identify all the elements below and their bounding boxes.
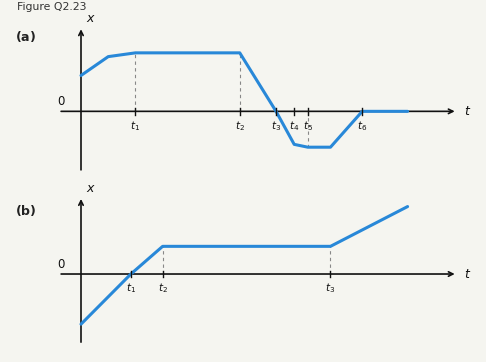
Text: $t_3$: $t_3$	[326, 282, 335, 295]
Text: $t$: $t$	[464, 105, 471, 118]
Text: $x$: $x$	[87, 182, 96, 195]
Text: $t_6$: $t_6$	[357, 119, 367, 133]
Text: $t_4$: $t_4$	[289, 119, 299, 133]
Text: $t_5$: $t_5$	[303, 119, 313, 133]
Text: $\mathbf{(a)}$: $\mathbf{(a)}$	[15, 29, 35, 44]
Text: $t_2$: $t_2$	[235, 119, 245, 133]
Text: $x$: $x$	[87, 13, 96, 25]
Text: $t$: $t$	[464, 268, 471, 281]
Text: $t_1$: $t_1$	[126, 282, 136, 295]
Text: 0: 0	[58, 94, 65, 108]
Text: $\mathbf{(b)}$: $\mathbf{(b)}$	[15, 203, 36, 218]
Text: $t_3$: $t_3$	[271, 119, 281, 133]
Text: 0: 0	[58, 257, 65, 270]
Text: Figure Q2.23: Figure Q2.23	[17, 2, 87, 12]
Text: $t_2$: $t_2$	[157, 282, 168, 295]
Text: $t_1$: $t_1$	[130, 119, 140, 133]
